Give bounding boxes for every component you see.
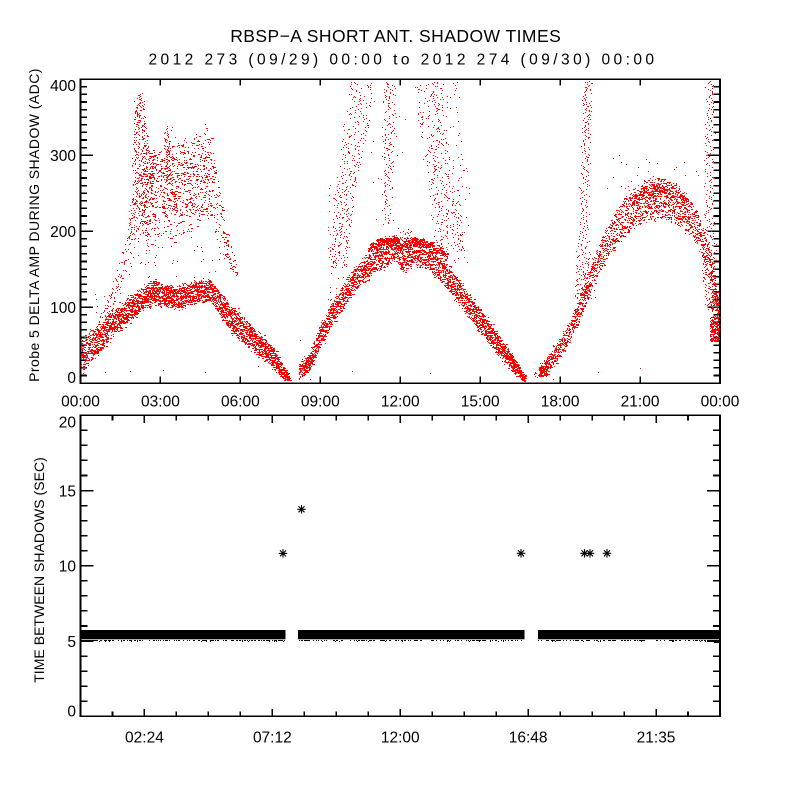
svg-text:5: 5 [67, 634, 76, 651]
svg-text:03:00: 03:00 [141, 394, 180, 411]
svg-text:21:35: 21:35 [637, 730, 676, 747]
svg-text:12:00: 12:00 [381, 394, 420, 411]
svg-text:07:12: 07:12 [253, 730, 292, 747]
svg-text:06:00: 06:00 [221, 394, 260, 411]
svg-text:21:00: 21:00 [621, 394, 660, 411]
svg-text:15: 15 [59, 483, 76, 500]
svg-text:0: 0 [67, 370, 76, 387]
svg-text:15:00: 15:00 [461, 394, 500, 411]
svg-text:16:48: 16:48 [509, 730, 548, 747]
svg-text:09:00: 09:00 [301, 394, 340, 411]
svg-text:300: 300 [50, 148, 76, 165]
svg-text:10: 10 [59, 559, 77, 576]
svg-text:RBSP−A SHORT ANT. SHADOW TIMES: RBSP−A SHORT ANT. SHADOW TIMES [230, 26, 561, 46]
svg-text:00:00: 00:00 [61, 394, 100, 411]
svg-text:0: 0 [67, 703, 76, 720]
svg-text:02:24: 02:24 [125, 730, 164, 747]
svg-text:400: 400 [50, 78, 76, 95]
svg-text:00:00: 00:00 [701, 394, 740, 411]
svg-text:20: 20 [59, 415, 77, 432]
svg-text:100: 100 [50, 300, 76, 317]
svg-text:TIME BETWEEN SHADOWS (SEC): TIME BETWEEN SHADOWS (SEC) [31, 457, 47, 683]
svg-text:2012 273 (09/29) 00:00 to 2012: 2012 273 (09/29) 00:00 to 2012 274 (09/3… [149, 52, 658, 69]
svg-text:200: 200 [50, 224, 76, 241]
svg-text:Probe 5 DELTA AMP DURING SHADO: Probe 5 DELTA AMP DURING SHADOW (ADC) [26, 68, 42, 382]
svg-text:12:00: 12:00 [381, 730, 420, 747]
svg-text:18:00: 18:00 [541, 394, 580, 411]
